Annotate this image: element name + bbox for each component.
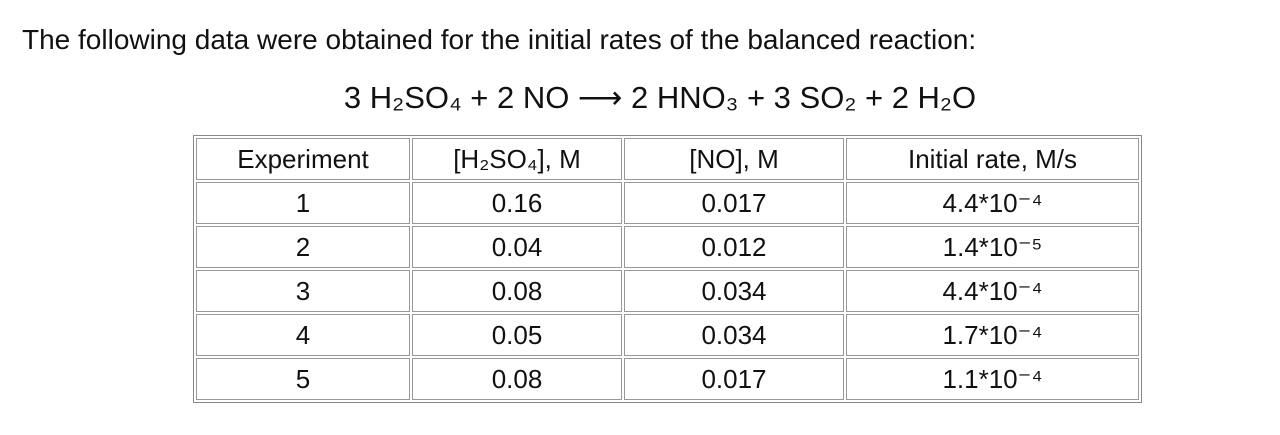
column-header: Initial rate, M/s xyxy=(846,138,1139,180)
column-header: [NO], M xyxy=(624,138,844,180)
table-body: 1 0.16 0.017 4.4*10⁻⁴ 2 0.04 0.012 1.4*10⁻⁵ 3 0.0… xyxy=(196,182,1139,400)
table-cell: 4.4*10⁻⁴ xyxy=(846,270,1139,312)
table-row: 4 0.05 0.034 1.7*10⁻⁴ xyxy=(196,314,1139,356)
table-cell: 0.017 xyxy=(624,182,844,224)
table-cell: 0.034 xyxy=(624,270,844,312)
table-row: 2 0.04 0.012 1.4*10⁻⁵ xyxy=(196,226,1139,268)
table-cell: 1.1*10⁻⁴ xyxy=(846,358,1139,400)
data-table: Experiment [H₂SO₄], M [NO], M Initial rate,… xyxy=(193,135,1142,403)
table-row: 3 0.08 0.034 4.4*10⁻⁴ xyxy=(196,270,1139,312)
table-cell: 0.04 xyxy=(412,226,622,268)
title: The following data were obtained for the… xyxy=(22,24,977,55)
table-cell: 0.012 xyxy=(624,226,844,268)
table-cell: 4 xyxy=(196,314,410,356)
table-cell: 1.7*10⁻⁴ xyxy=(846,314,1139,356)
column-header: Experiment xyxy=(196,138,410,180)
table-cell: 1 xyxy=(196,182,410,224)
table-cell: 0.08 xyxy=(412,270,622,312)
table-cell: 0.034 xyxy=(624,314,844,356)
table-cell: 2 xyxy=(196,226,410,268)
table-row: 5 0.08 0.017 1.1*10⁻⁴ xyxy=(196,358,1139,400)
table-cell: 0.05 xyxy=(412,314,622,356)
column-header: [H₂SO₄], M xyxy=(412,138,622,180)
equation: 3 H₂SO₄ + 2 NO ⟶ 2 HNO₃ + 3 SO₂ + 2 H₂O xyxy=(343,80,977,115)
table-cell: 3 xyxy=(196,270,410,312)
table-cell: 1.4*10⁻⁵ xyxy=(846,226,1139,268)
table-cell: 0.017 xyxy=(624,358,844,400)
table-cell: 0.16 xyxy=(412,182,622,224)
table-cell: 4.4*10⁻⁴ xyxy=(846,182,1139,224)
header-row: Experiment [H₂SO₄], M [NO], M Initial rate,… xyxy=(196,138,1139,180)
table-row: 1 0.16 0.017 4.4*10⁻⁴ xyxy=(196,182,1139,224)
table-cell: 5 xyxy=(196,358,410,400)
table-cell: 0.08 xyxy=(412,358,622,400)
